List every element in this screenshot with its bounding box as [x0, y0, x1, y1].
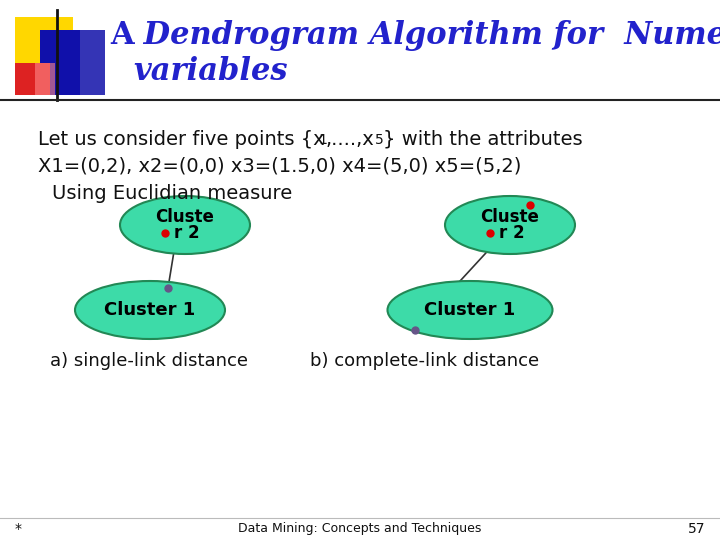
Text: ,....,x: ,....,x: [326, 130, 374, 149]
Bar: [15, 63, 50, 95]
Text: Using Euclidian measure: Using Euclidian measure: [52, 184, 292, 203]
Text: X1=(0,2), x2=(0,0) x3=(1.5,0) x4=(5,0) x5=(5,2): X1=(0,2), x2=(0,0) x3=(1.5,0) x4=(5,0) x…: [38, 157, 521, 176]
Text: Cluster 1: Cluster 1: [424, 301, 516, 319]
Text: 5: 5: [375, 133, 384, 147]
Text: Cluste: Cluste: [480, 208, 539, 226]
Ellipse shape: [445, 196, 575, 254]
Text: r 2: r 2: [499, 224, 525, 242]
Text: *: *: [15, 522, 22, 536]
Text: Let us consider five points {x: Let us consider five points {x: [38, 130, 325, 149]
Text: 1: 1: [318, 133, 327, 147]
Text: A: A: [110, 20, 134, 51]
Text: Data Mining: Concepts and Techniques: Data Mining: Concepts and Techniques: [238, 522, 482, 535]
Text: a) single-link distance: a) single-link distance: [50, 352, 248, 370]
Bar: [80, 30, 105, 95]
Ellipse shape: [75, 281, 225, 339]
Text: r 2: r 2: [174, 224, 199, 242]
Bar: [15, 17, 73, 75]
Text: Cluster 1: Cluster 1: [104, 301, 196, 319]
Bar: [40, 30, 105, 95]
Text: } with the attributes: } with the attributes: [383, 130, 582, 149]
Text: b) complete-link distance: b) complete-link distance: [310, 352, 539, 370]
Ellipse shape: [120, 196, 250, 254]
Text: Cluste: Cluste: [156, 208, 215, 226]
Text: Dendrogram Algorithm for  Numerical
variables: Dendrogram Algorithm for Numerical varia…: [133, 20, 720, 87]
Ellipse shape: [387, 281, 552, 339]
Text: 57: 57: [688, 522, 705, 536]
Bar: [35, 63, 55, 95]
